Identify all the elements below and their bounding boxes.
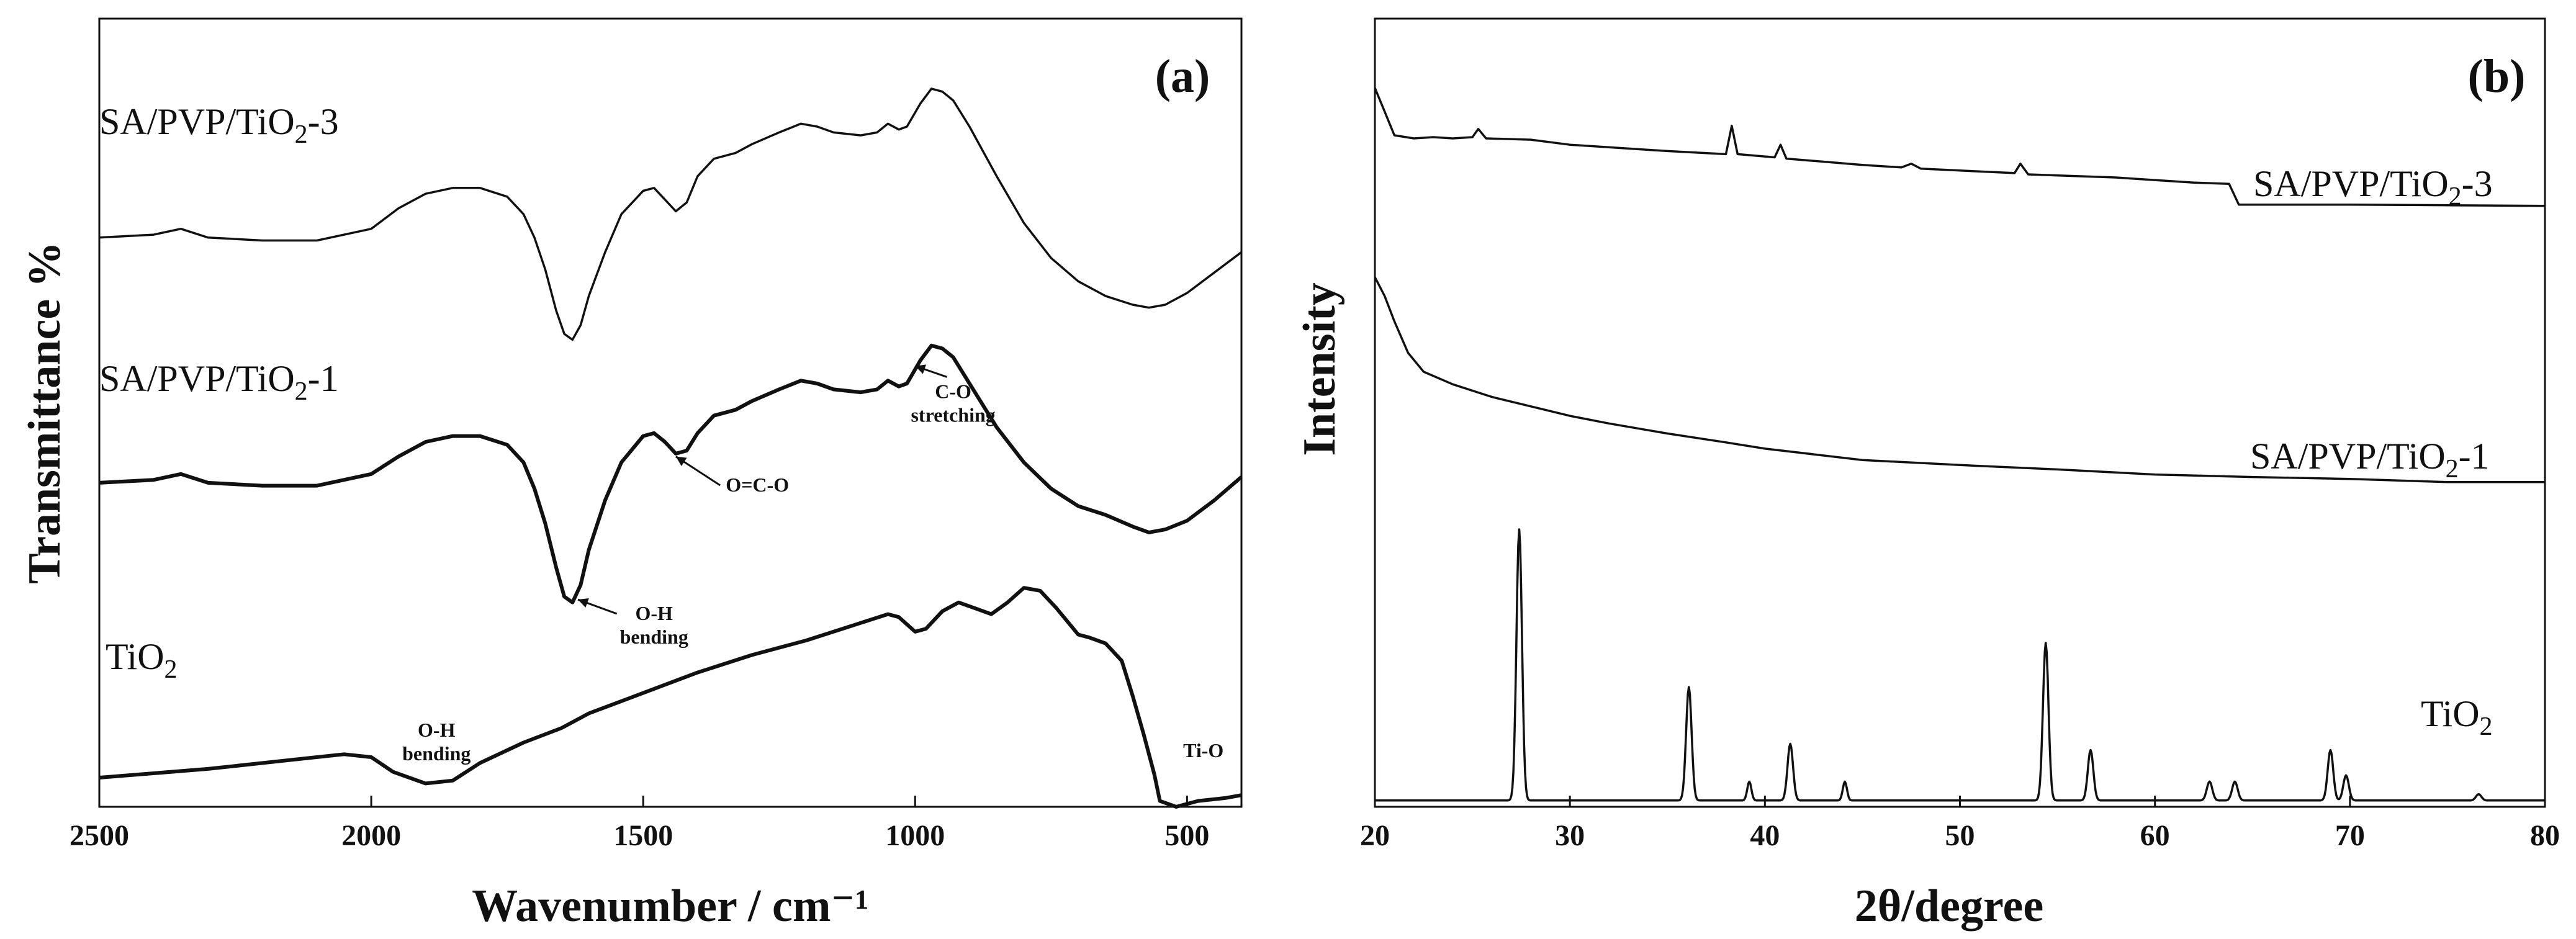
annotation-c-o-stretching: C-O stretching xyxy=(911,364,996,426)
panel-a-x-ticks: 2500 2000 1500 1000 500 xyxy=(70,796,1209,852)
x-tick-label: 70 xyxy=(2335,819,2365,852)
panel-a-annotations: O-H bending Ti-O O-H bending O=C-O C-O stretchi… xyxy=(402,364,1223,765)
x-tick-label: 500 xyxy=(1164,819,1209,852)
series-label-tio2-a: TiO2 xyxy=(106,636,178,684)
x-tick-label: 60 xyxy=(2140,819,2170,852)
x-tick-label: 50 xyxy=(1945,819,1975,852)
label-subscript: 2 xyxy=(295,377,308,406)
panel-a-y-axis-title: Transmittance % xyxy=(19,241,70,584)
label-main: SA/PVP/TiO xyxy=(2253,163,2449,204)
series-label-sapvptio2-1-b: SA/PVP/TiO2-1 xyxy=(2250,436,2490,483)
panel-a-ftir: (a) 2500 2000 1500 1000 500 O-H bending Ti-OO-… xyxy=(19,17,1243,932)
label-main: SA/PVP/TiO xyxy=(2250,436,2446,477)
label-subscript: 2 xyxy=(295,120,308,149)
x-tick-label: 2000 xyxy=(341,819,401,852)
panel-b-label: (b) xyxy=(2468,50,2526,102)
x-tick-label: 80 xyxy=(2530,819,2560,852)
svg-text:Ti-O: Ti-O xyxy=(1183,739,1223,762)
annotation-ti-o: Ti-O xyxy=(1183,739,1223,762)
panel-a-label: (a) xyxy=(1155,50,1210,102)
label-main: SA/PVP/TiO xyxy=(99,101,295,142)
series-label-tio2-b: TiO2 xyxy=(2421,693,2493,741)
panel-b-curves xyxy=(1374,88,2546,802)
panel-b-xrd: (b) 20 30 40 50 60 70 80 TiO2 SA/PVP/TiO2-1 SA… xyxy=(1294,17,2560,932)
annotation-oh-bending: O-H bending xyxy=(577,598,688,648)
panel-a-x-axis-title: Wavenumber / cm⁻¹ xyxy=(472,881,869,932)
panel-b-x-ticks: 20 30 40 50 60 70 80 xyxy=(1360,796,2560,852)
panel-b-frame xyxy=(1374,17,2546,808)
svg-text:O=C-O: O=C-O xyxy=(726,474,789,496)
series-line xyxy=(99,343,1243,604)
series-line xyxy=(99,88,1243,341)
series-label-sapvptio2-3-a: SA/PVP/TiO2-3 xyxy=(99,101,339,149)
series-label-sapvptio2-3-b: SA/PVP/TiO2-3 xyxy=(2253,163,2493,211)
x-tick-label: 30 xyxy=(1555,819,1585,852)
label-main: TiO xyxy=(2421,693,2480,734)
x-tick-label: 20 xyxy=(1360,819,1390,852)
series-label-sapvptio2-1-a: SA/PVP/TiO2-1 xyxy=(99,358,339,406)
series-line xyxy=(1374,528,2546,802)
label-suffix: -3 xyxy=(308,101,339,142)
label-subscript: 2 xyxy=(164,655,178,684)
panel-b-y-axis-title: Intensity xyxy=(1294,282,1345,456)
x-tick-label: 40 xyxy=(1750,819,1780,852)
label-suffix: -1 xyxy=(308,358,339,399)
panel-a-x-axis-text: Wavenumber / cm⁻¹ xyxy=(472,881,869,932)
x-tick-label: 2500 xyxy=(70,819,129,852)
series-line xyxy=(99,586,1242,809)
panel-b-x-axis-title: 2θ/degree xyxy=(1855,881,2043,932)
label-main: SA/PVP/TiO xyxy=(99,358,295,399)
panel-a-curves xyxy=(99,88,1243,809)
annotation-o-c-o: O=C-O xyxy=(675,456,789,496)
label-subscript: 2 xyxy=(2449,182,2462,211)
label-suffix: -1 xyxy=(2459,436,2490,477)
series-line xyxy=(1374,276,2545,483)
series-line xyxy=(1374,88,2546,207)
panel-a-frame xyxy=(98,17,1243,808)
label-main: TiO xyxy=(106,636,164,677)
label-suffix: -3 xyxy=(2462,163,2493,204)
annotation-oh-bending-tio2: O-H bending xyxy=(402,719,471,765)
x-tick-label: 1500 xyxy=(613,819,673,852)
label-subscript: 2 xyxy=(2480,712,2493,741)
x-tick-label: 1000 xyxy=(885,819,945,852)
label-subscript: 2 xyxy=(2446,455,2459,483)
